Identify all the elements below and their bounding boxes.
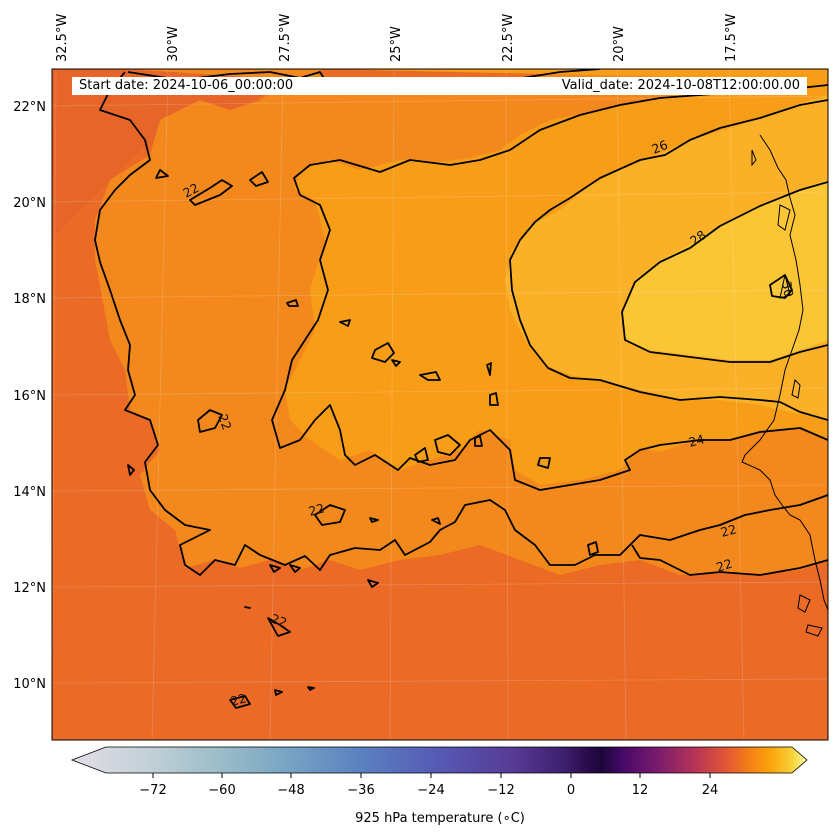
latitude-labels: 22°N 20°N 18°N 16°N 14°N 12°N 10°N [13,100,46,692]
colorbar-ticks [152,773,711,778]
contour-28 [621,181,828,363]
cb-tick-m12: −12 [487,783,514,798]
lon-label-30w: 30°W [166,26,181,62]
lat-label-12n: 12°N [13,581,46,596]
contour-label-22-d: 22 [269,611,289,631]
start-date-text: Start date: 2024-10-06_00:00:00 [79,78,294,93]
contour-label-26: 26 [650,137,670,157]
lon-label-27-5w: 27.5°W [278,14,293,62]
lon-label-32-5w: 32.5°W [55,14,70,62]
lat-label-22n: 22°N [13,100,46,115]
colorbar-label: 925 hPa temperature (∘C) [355,811,525,826]
contour-label-group: 22 22 22 22 22 22 22 22 24 26 28 30 [180,137,797,709]
lon-label-22-5w: 22.5°W [501,14,516,62]
contour-label-24: 24 [687,431,706,450]
colorbar-bar [70,746,808,774]
longitude-labels: 32.5°W 30°W 27.5°W 25°W 22.5°W 20°W 17.5… [55,14,739,62]
contour-label-22-e: 22 [229,690,248,709]
lon-label-20w: 20°W [612,26,627,62]
lat-label-14n: 14°N [13,485,46,500]
contour-label-22-c: 22 [307,500,326,519]
contour-22-islands [127,169,599,709]
contour-label-30: 30 [779,280,797,298]
lon-label-17-5w: 17.5°W [724,14,739,62]
cb-tick-0: 0 [567,783,575,798]
cb-tick-m60: −60 [208,783,235,798]
contour-label-22-f: 22 [719,521,738,540]
cb-tick-24: 24 [702,783,719,798]
contour-label-28: 28 [687,227,709,248]
lat-label-10n: 10°N [13,677,46,692]
contour-label-22-b: 22 [215,412,235,432]
colorbar-tick-labels: −72 −60 −48 −36 −24 −12 0 12 24 [139,783,718,798]
cb-tick-m36: −36 [347,783,374,798]
contour-label-22-g: 22 [714,556,734,575]
contour-24-islands [414,392,499,463]
contour-24 [271,84,828,491]
graticule [52,69,828,740]
contour-30 [769,274,793,299]
cb-tick-m24: −24 [417,783,444,798]
colorbar: −72 −60 −48 −36 −24 −12 0 12 24 925 hPa … [70,746,808,826]
valid-date-text: Valid_date: 2024-10-08T12:00:00.00 [561,78,800,93]
lat-label-18n: 18°N [13,292,46,307]
lat-label-16n: 16°N [13,389,46,404]
coastline [741,134,828,637]
lon-label-25w: 25°W [389,26,404,62]
contour-label-22-a: 22 [180,180,201,201]
map-area[interactable]: 22 22 22 22 22 22 22 22 24 26 28 30 [0,0,828,740]
temperature-field-nw [52,69,300,240]
map-frame [51,68,829,741]
date-info-box: Start date: 2024-10-06_00:00:00 Valid_da… [72,77,807,95]
temperature-field-28 [622,180,828,360]
lat-label-20n: 20°N [13,196,46,211]
cb-tick-12: 12 [632,783,649,798]
contour-22-south [631,544,828,576]
contour-26 [509,99,828,421]
cb-tick-m72: −72 [139,783,166,798]
cb-tick-m48: −48 [277,783,304,798]
